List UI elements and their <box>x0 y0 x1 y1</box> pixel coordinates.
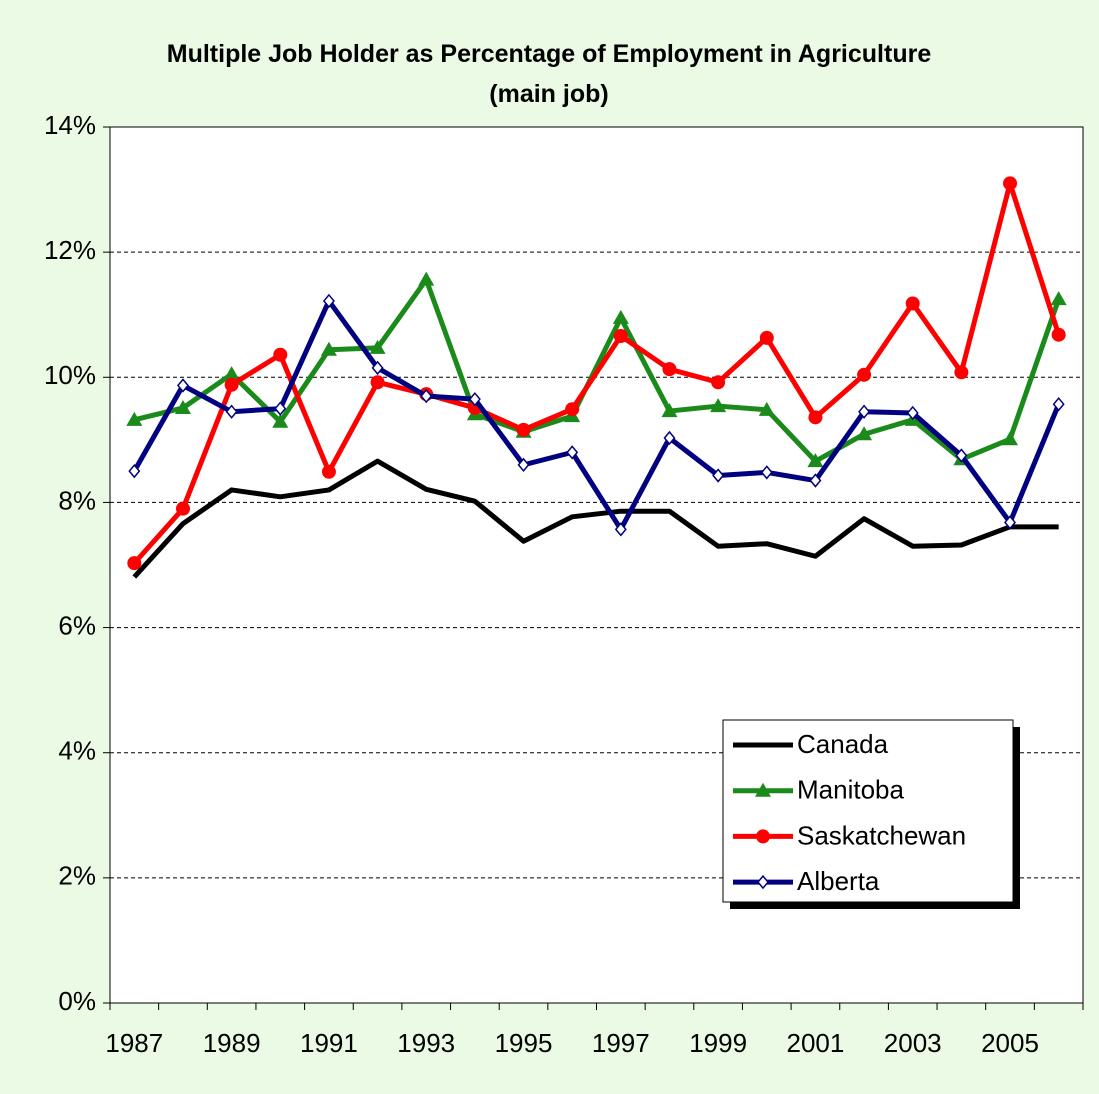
x-tick-label: 1993 <box>397 1028 455 1058</box>
x-tick-label: 1991 <box>300 1028 358 1058</box>
x-tick-label: 2003 <box>884 1028 942 1058</box>
marker <box>223 366 240 381</box>
marker <box>371 360 384 376</box>
marker <box>468 392 481 407</box>
marker <box>273 347 288 362</box>
marker <box>126 411 143 426</box>
legend-label: Alberta <box>797 866 880 896</box>
y-tick-label: 12% <box>44 235 96 265</box>
series-line <box>132 458 1059 579</box>
marker <box>418 271 435 286</box>
marker <box>176 378 189 393</box>
marker <box>420 388 433 404</box>
marker <box>856 426 873 441</box>
marker <box>760 465 773 480</box>
y-tick-label: 2% <box>58 861 96 891</box>
marker <box>1051 327 1066 342</box>
marker <box>369 339 386 354</box>
chart-title: Multiple Job Holder as Percentage of Emp… <box>166 40 932 108</box>
marker <box>128 463 141 479</box>
marker <box>755 782 771 797</box>
marker <box>1003 176 1018 191</box>
marker <box>175 501 190 516</box>
marker <box>756 829 770 844</box>
legend-label: Canada <box>797 729 889 759</box>
marker <box>808 410 823 425</box>
marker <box>320 341 337 356</box>
x-tick-label: 1997 <box>592 1028 650 1058</box>
marker <box>661 403 678 418</box>
marker <box>272 413 289 428</box>
legend-label: Manitoba <box>797 775 904 805</box>
marker <box>322 293 335 309</box>
marker <box>274 401 287 416</box>
marker <box>712 468 725 483</box>
marker <box>321 464 336 479</box>
x-tick-label: 1999 <box>689 1028 747 1058</box>
marker <box>858 404 871 419</box>
marker <box>566 445 579 460</box>
marker <box>517 457 530 473</box>
marker <box>612 309 629 324</box>
y-tick-label: 14% <box>44 110 96 140</box>
marker <box>711 375 726 390</box>
marker <box>224 377 239 392</box>
x-tick-label: 2005 <box>981 1028 1039 1058</box>
marker <box>905 296 920 311</box>
marker <box>225 404 238 419</box>
marker <box>370 375 385 390</box>
marker <box>516 422 531 437</box>
marker <box>807 453 824 468</box>
marker <box>710 398 727 413</box>
y-tick-label: 8% <box>58 485 96 515</box>
marker <box>662 362 677 377</box>
marker <box>955 448 968 463</box>
y-tick-label: 0% <box>58 986 96 1016</box>
x-tick-label: 1995 <box>495 1028 553 1058</box>
marker <box>758 401 775 416</box>
x-tick-label: 1987 <box>105 1028 163 1058</box>
x-tick-label: 1989 <box>203 1028 261 1058</box>
legend <box>722 719 1014 903</box>
y-tick-label: 10% <box>44 360 96 390</box>
marker <box>1050 291 1067 306</box>
marker <box>954 365 969 380</box>
marker <box>613 328 628 343</box>
marker <box>809 473 822 488</box>
marker <box>614 522 627 537</box>
y-tick-label: 6% <box>58 610 96 640</box>
marker <box>1002 431 1019 446</box>
y-tick-label: 4% <box>58 736 96 766</box>
legend-label: Saskatchewan <box>797 820 966 850</box>
x-tick-label: 2001 <box>787 1028 845 1058</box>
series-line <box>132 180 1062 565</box>
marker <box>759 330 774 345</box>
marker <box>565 402 580 417</box>
series-line <box>132 298 1061 532</box>
marker <box>857 367 872 382</box>
marker <box>757 874 769 890</box>
marker <box>906 405 919 421</box>
marker <box>174 399 191 414</box>
marker <box>127 556 142 571</box>
marker <box>1052 397 1065 412</box>
marker <box>663 430 676 446</box>
marker <box>1004 515 1017 530</box>
series-line <box>133 277 1062 464</box>
